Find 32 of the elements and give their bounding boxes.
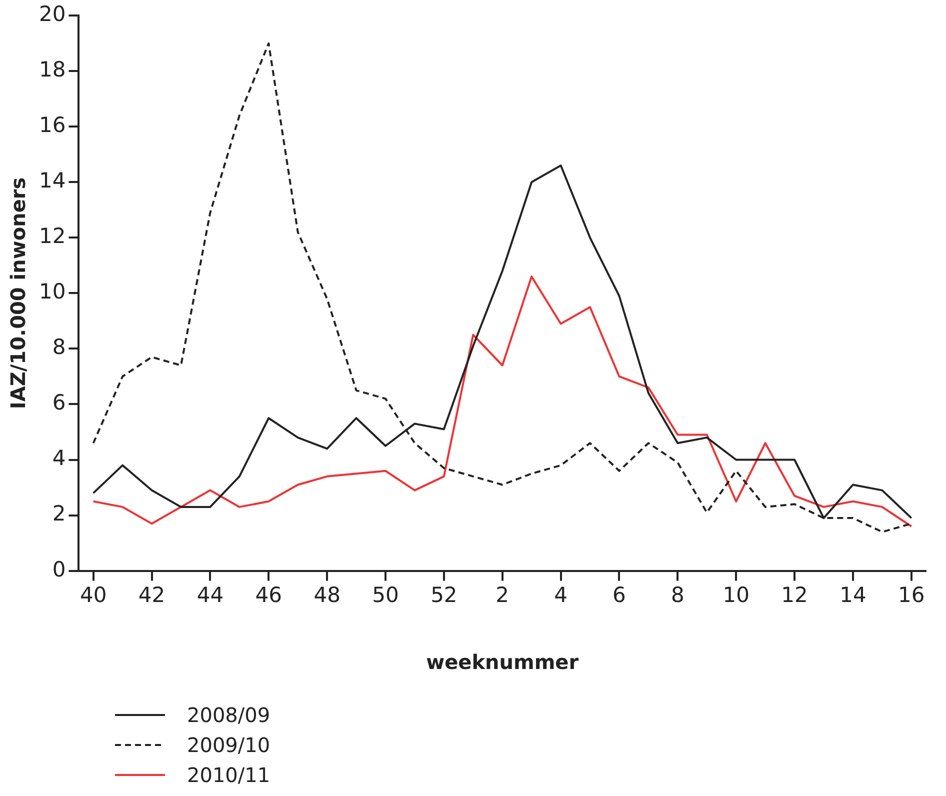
line-series — [92, 42, 912, 533]
y-tick-label: 6 — [52, 390, 66, 415]
x-tick-label: 4 — [554, 582, 568, 607]
y-tick-label: 20 — [38, 2, 66, 26]
x-tick-label: 14 — [840, 582, 866, 607]
x-tick-label: 50 — [372, 582, 399, 607]
x-tick-label: 2 — [496, 582, 510, 607]
x-tick-label: 42 — [138, 582, 166, 607]
y-tick-label: 0 — [52, 557, 66, 582]
y-tick-label: 16 — [38, 113, 66, 138]
x-tick-label: 48 — [314, 582, 340, 607]
x-tick-label: 52 — [430, 582, 458, 607]
legend-label: 2008/09 — [187, 703, 270, 727]
y-tick-label: 14 — [38, 168, 66, 193]
x-tick-label: 40 — [80, 582, 107, 607]
legend-label: 2010/11 — [187, 763, 270, 787]
y-tick-label: 18 — [38, 58, 66, 82]
y-tick-label: 12 — [38, 224, 66, 248]
legend-label: 2009/10 — [187, 733, 270, 757]
y-tick-label: 2 — [52, 502, 66, 526]
y-axis-title: IAZ/10.000 inwoners — [6, 177, 30, 410]
y-tick-label: 4 — [52, 446, 66, 470]
x-tick-label: 46 — [255, 582, 282, 607]
x-tick-label: 10 — [722, 582, 750, 607]
y-tick-label: 10 — [38, 280, 66, 304]
x-tick-label: 44 — [196, 582, 224, 607]
x-axis-title: weeknummer — [426, 650, 579, 674]
x-tick-label: 16 — [898, 582, 925, 607]
x-tick-label: 6 — [612, 582, 626, 607]
x-tick-label: 8 — [670, 582, 684, 607]
x-tick-label: 12 — [781, 582, 808, 607]
y-tick-label: 8 — [52, 335, 66, 360]
